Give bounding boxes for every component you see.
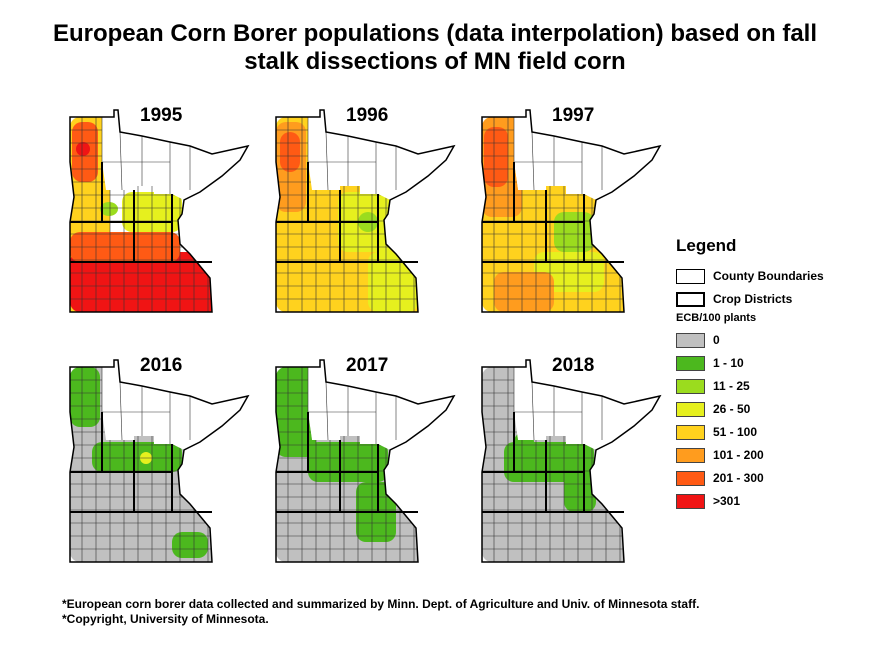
map-1996: 1996 (268, 102, 468, 322)
northern-county-boundaries (307, 367, 397, 444)
legend-class-row: 11 - 25 (676, 376, 866, 396)
map-1997: 1997 (474, 102, 674, 322)
map-2016: 2016 (62, 352, 262, 572)
legend-subtitle: ECB/100 plants (676, 312, 757, 324)
legend-class-label: 0 (713, 333, 720, 347)
population-zone (554, 212, 594, 252)
population-zone (100, 202, 118, 216)
crop-district-boundaries (70, 162, 212, 263)
population-zone (70, 252, 212, 312)
northern-county-boundaries (513, 367, 603, 444)
population-zone (564, 462, 596, 512)
legend-class-swatch (676, 424, 705, 440)
legend-class-label: 201 - 300 (713, 471, 764, 485)
footnote-line-1: *European corn borer data collected and … (62, 597, 700, 611)
crop-district-boundaries (276, 162, 418, 263)
legend-class-swatch (676, 447, 705, 463)
figure-title: European Corn Borer populations (data in… (0, 20, 870, 76)
legend-class-row: 201 - 300 (676, 468, 866, 488)
legend-district-label: Crop Districts (713, 292, 793, 306)
minnesota-map (481, 359, 662, 563)
minnesota-map (275, 109, 456, 313)
county-swatch (676, 268, 705, 284)
map-2017: 2017 (268, 352, 468, 572)
legend-class-label: 26 - 50 (713, 402, 751, 416)
minnesota-map (275, 359, 456, 563)
population-zone (484, 127, 508, 187)
interpolated-population-surface (70, 117, 212, 312)
northern-county-boundaries (101, 117, 191, 194)
legend-district: Crop Districts (676, 289, 866, 309)
legend-class-label: 1 - 10 (713, 356, 744, 370)
map-2018: 2018 (474, 352, 674, 572)
legend-class-swatch (676, 470, 705, 486)
state-outline (275, 359, 456, 563)
population-zone (368, 252, 418, 312)
population-zone (308, 442, 388, 482)
minnesota-map (69, 359, 250, 563)
minnesota-map (481, 109, 662, 313)
map-year-label: 2016 (140, 355, 183, 376)
legend-county: County Boundaries (676, 266, 866, 286)
title-line-2: stalk dissections of MN field corn (244, 48, 626, 75)
legend-county-label: County Boundaries (713, 269, 824, 283)
population-zone (70, 367, 100, 427)
legend-class-swatch (676, 493, 705, 509)
footnote-line-2: *Copyright, University of Minnesota. (62, 612, 269, 626)
map-year-label: 1996 (346, 105, 389, 126)
legend-class-label: >301 (713, 494, 741, 508)
population-zone (92, 442, 182, 472)
legend-class-row: 101 - 200 (676, 445, 866, 465)
state-outline (481, 359, 662, 563)
legend-title: Legend (676, 236, 737, 255)
population-zone (276, 367, 316, 457)
state-outline (275, 109, 456, 313)
northern-county-boundaries (513, 117, 603, 194)
minnesota-map (69, 109, 250, 313)
legend-class-row: >301 (676, 491, 866, 511)
map-1995: 1995 (62, 102, 262, 322)
legend-class-label: 101 - 200 (713, 448, 764, 462)
district-swatch (676, 291, 705, 307)
legend: Legend County Boundaries Crop Districts … (676, 236, 866, 514)
crop-district-boundaries (276, 412, 418, 513)
legend-class-swatch (676, 401, 705, 417)
legend-class-label: 51 - 100 (713, 425, 758, 439)
legend-class-row: 1 - 10 (676, 353, 866, 373)
legend-class-swatch (676, 332, 705, 348)
northern-county-boundaries (101, 367, 191, 444)
population-zone (494, 272, 554, 312)
state-outline (69, 109, 250, 313)
population-zone (76, 142, 90, 156)
legend-class-label: 11 - 25 (713, 379, 750, 393)
legend-class-row: 26 - 50 (676, 399, 866, 419)
legend-classes: 0 1 - 10 11 - 25 26 - 50 51 - 100 101 - 200 20… (676, 330, 866, 511)
state-outline (481, 109, 662, 313)
crop-district-boundaries (482, 162, 624, 263)
map-year-label: 2018 (552, 355, 595, 376)
state-outline (69, 359, 250, 563)
legend-class-row: 0 (676, 330, 866, 350)
crop-district-boundaries (482, 412, 624, 513)
footnote: *European corn borer data collected and … (62, 597, 699, 627)
legend-class-swatch (676, 355, 705, 371)
map-year-label: 2017 (346, 355, 389, 376)
legend-class-swatch (676, 378, 705, 394)
title-line-1: European Corn Borer populations (data in… (52, 20, 818, 47)
population-zone (280, 132, 300, 172)
legend-class-row: 51 - 100 (676, 422, 866, 442)
map-year-label: 1997 (552, 105, 595, 126)
crop-district-boundaries (70, 412, 212, 513)
map-year-label: 1995 (140, 105, 183, 126)
northern-county-boundaries (307, 117, 397, 194)
population-zone (172, 532, 208, 558)
